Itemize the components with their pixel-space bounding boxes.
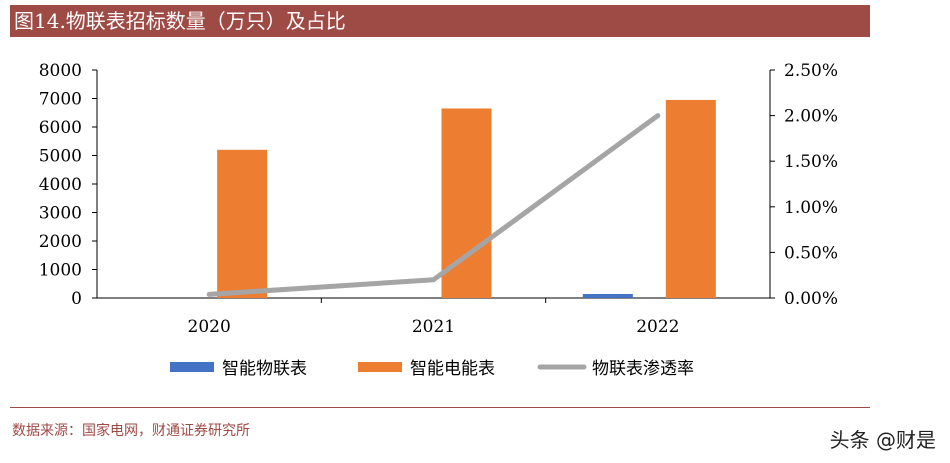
source-text: 数据来源：国家电网，财通证券研究所: [12, 423, 250, 439]
legend-label: 物联表渗透率: [592, 359, 694, 379]
line-物联表渗透率: [206, 113, 661, 297]
y-tick-label: 4000: [39, 175, 82, 195]
x-tick-label: 2020: [188, 317, 231, 337]
x-tick-label: 2021: [412, 317, 455, 337]
y-tick-label: 7000: [39, 90, 82, 110]
legend-swatch: [170, 362, 214, 372]
y-tick-label: 6000: [39, 118, 82, 138]
bar-智能电能表-2022: [665, 99, 716, 298]
bar-智能物联表-2022: [582, 294, 633, 298]
y2-tick-label: 2.50%: [784, 61, 838, 81]
watermark: 头条 @财是: [829, 428, 936, 452]
y2-tick-label: 1.50%: [784, 152, 838, 172]
bar-智能电能表-2020: [217, 149, 268, 298]
divider: [10, 407, 870, 408]
y2-tick-label: 1.00%: [784, 198, 838, 218]
legend-swatch: [358, 362, 402, 372]
legend-label: 智能物联表: [222, 359, 307, 379]
y2-tick-label: 0.00%: [784, 289, 838, 309]
y-tick-label: 2000: [39, 232, 82, 252]
y-tick-label: 8000: [39, 61, 82, 81]
chart-title: 图14.物联表招标数量（万只）及占比: [10, 5, 870, 37]
y-tick-label: 0: [71, 289, 82, 309]
y-tick-label: 1000: [39, 261, 82, 281]
y2-tick-label: 0.50%: [784, 243, 838, 263]
y-tick-label: 5000: [39, 147, 82, 167]
y-tick-label: 3000: [39, 204, 82, 224]
x-tick-label: 2022: [636, 317, 679, 337]
legend-label: 智能电能表: [410, 359, 495, 379]
y2-tick-label: 2.00%: [784, 107, 838, 127]
